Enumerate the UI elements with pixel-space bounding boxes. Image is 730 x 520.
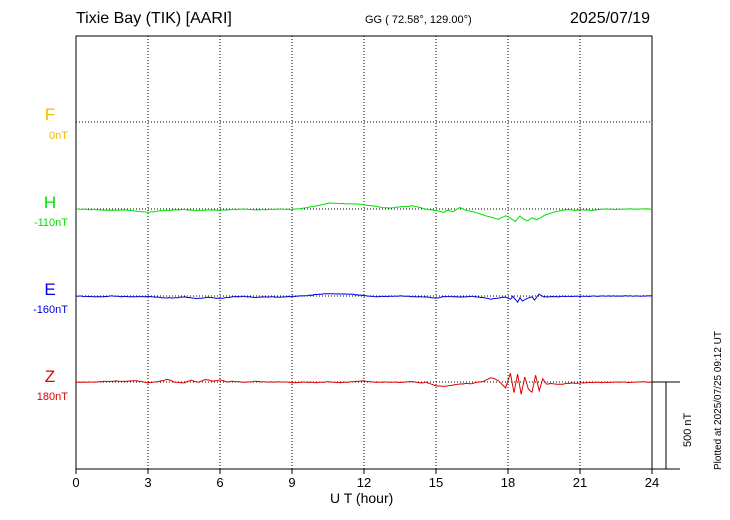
trace-e: [75, 293, 653, 304]
tick-label-x-21: 21: [572, 475, 588, 490]
tick-label-x-0: 0: [72, 475, 80, 490]
tick-label-x-24: 24: [644, 475, 660, 490]
baseline-label-z: 180nT: [36, 391, 68, 403]
trace-h: [75, 202, 653, 223]
tick-label-x-6: 6: [216, 475, 224, 490]
series-label-h: H: [43, 193, 57, 212]
series-label-z: Z: [44, 367, 56, 386]
traces: [75, 202, 653, 395]
tick-label-x-9: 9: [288, 475, 296, 490]
baseline-label-h: -110nT: [33, 217, 68, 229]
station-title: Tixie Bay (TIK) [AARI]: [76, 10, 232, 27]
scale-bar: [652, 381, 680, 470]
vertical-gridlines: [147, 36, 581, 469]
x-axis-ticks: [75, 469, 653, 474]
tick-label-x-18: 18: [500, 475, 516, 490]
date-label: 2025/07/19: [570, 10, 651, 27]
tick-label-x-15: 15: [428, 475, 444, 490]
trace-z: [76, 373, 653, 395]
series-label-e: E: [44, 280, 56, 299]
tick-label-x-12: 12: [356, 475, 372, 490]
x-axis-label: U T (hour): [330, 490, 394, 506]
scale-bar-label: 500 nT: [682, 412, 694, 447]
plotted-timestamp: Plotted at 2025/07/25 09:12 UT: [713, 331, 724, 470]
baseline-label-f: 0nT: [49, 130, 68, 142]
tick-label-x-3: 3: [144, 475, 152, 490]
baseline-label-e: -160nT: [33, 304, 68, 316]
coordinates-label: GG ( 72.58°, 129.00°): [365, 14, 472, 26]
series-label-f: F: [44, 105, 56, 124]
